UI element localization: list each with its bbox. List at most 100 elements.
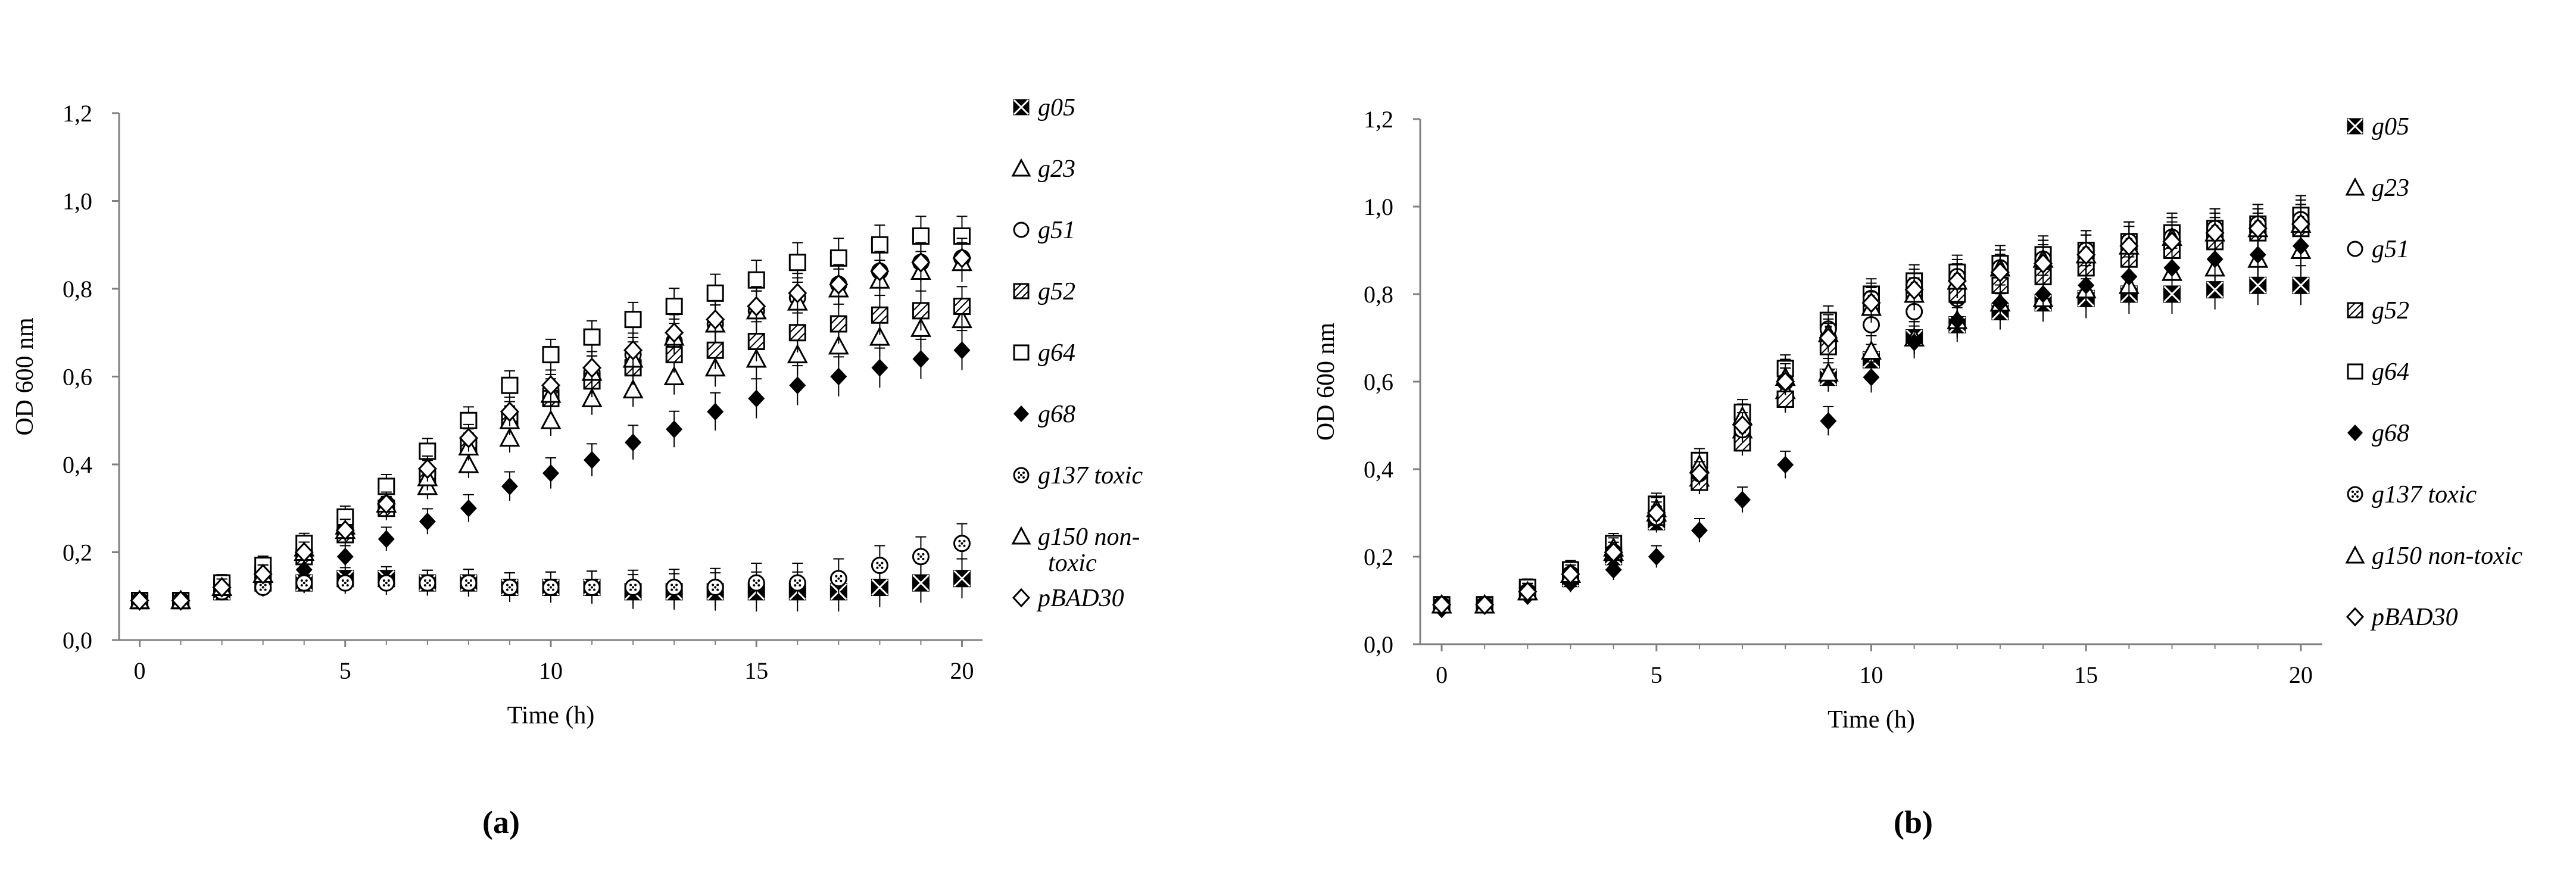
x-tick-label: 10	[1860, 661, 1883, 688]
data-point-pbad30	[829, 274, 849, 295]
data-point-g137-toxic	[788, 574, 806, 592]
data-point-g68	[2292, 237, 2309, 255]
data-point-g137-toxic	[460, 574, 478, 592]
data-point-g137-toxic	[501, 579, 519, 596]
series-g137-toxic	[1433, 199, 2310, 614]
legend-marker-g23	[2345, 177, 2365, 196]
data-point-g68	[1863, 368, 1880, 386]
legend-marker-g64	[1013, 344, 1030, 361]
data-point-g23	[1817, 362, 1839, 382]
legend-label: g23	[2372, 174, 2409, 202]
data-point-pbad30	[582, 357, 602, 378]
data-point-g52	[747, 333, 765, 350]
y-tick-label: 0,0	[63, 627, 92, 654]
legend-marker-g23	[1011, 158, 1031, 177]
data-point-pbad30	[1904, 279, 1924, 300]
data-point-g52	[871, 306, 888, 324]
data-point-g68	[953, 341, 971, 360]
y-tick-label: 1,0	[1364, 193, 1393, 220]
legend-label: g05	[1038, 94, 1075, 121]
data-point-g05	[2163, 285, 2181, 303]
legend-label: g150 non-	[1038, 523, 1140, 551]
data-point-g137-toxic	[665, 579, 683, 596]
panel-label-b: (b)	[1894, 804, 1933, 840]
data-point-g23	[663, 366, 685, 385]
data-point-g52	[953, 298, 971, 315]
data-point-pbad30	[1733, 415, 1752, 436]
data-point-g68	[501, 477, 518, 495]
data-point-pbad30	[1432, 594, 1452, 616]
data-point-g52	[829, 315, 847, 333]
legend-label: g137 toxic	[2372, 481, 2477, 508]
data-point-g05	[953, 570, 971, 588]
y-tick-label: 0,2	[1364, 544, 1393, 570]
data-point-g68	[1777, 455, 1794, 474]
legend-label: pBAD30	[2370, 604, 2458, 631]
y-tick-label: 1,2	[63, 100, 92, 127]
legend: g05 g23 g51 g52 g64 g68 g137 toxic g150 non-tox…	[1011, 94, 1143, 612]
data-point-g68	[1691, 521, 1708, 539]
data-point-g64	[583, 328, 601, 346]
data-point-pbad30	[623, 340, 643, 361]
y-tick-label: 1,0	[63, 188, 92, 215]
data-point-g68	[748, 389, 765, 408]
data-point-pbad30	[171, 590, 191, 611]
legend-marker-g137-toxic	[1013, 467, 1030, 483]
data-point-pbad30	[212, 577, 232, 598]
data-point-pbad30	[2119, 235, 2139, 257]
data-point-g137-toxic	[912, 548, 930, 566]
legend-marker-g68	[2347, 425, 2363, 441]
y-tick-label: 1,2	[1364, 106, 1393, 133]
chart-panel-a: 0,0 0,2 0,4 0,6 0,8 1,0 1,2 0 5 10 15 20 Time (h) OD …	[11, 94, 1143, 729]
data-point-pbad30	[2291, 214, 2310, 235]
legend-label: g150 non-toxic	[2372, 542, 2522, 570]
data-point-pbad30	[253, 564, 273, 585]
data-point-g137-toxic	[542, 579, 560, 596]
data-point-g137-toxic	[829, 570, 847, 588]
legend-marker-pbad30	[1012, 588, 1031, 608]
data-point-g64	[829, 249, 847, 267]
data-point-g68	[830, 367, 847, 386]
data-point-g68	[419, 512, 436, 530]
y-tick-label: 0,0	[1364, 631, 1393, 658]
data-point-pbad30	[2034, 253, 2053, 274]
legend-marker-g05	[1013, 99, 1030, 116]
data-point-g64	[706, 284, 724, 302]
data-point-pbad30	[294, 542, 314, 563]
data-point-g05	[2249, 276, 2267, 294]
data-point-g64	[501, 376, 519, 394]
data-point-g68	[378, 530, 395, 548]
data-point-g68	[912, 350, 930, 368]
data-point-pbad30	[788, 283, 807, 304]
data-point-g23	[581, 388, 603, 407]
data-point-pbad30	[130, 590, 149, 611]
data-point-g137-toxic	[336, 574, 354, 592]
data-point-g64	[788, 254, 806, 271]
data-point-pbad30	[870, 261, 890, 282]
data-point-g23	[540, 410, 562, 429]
data-point-pbad30	[335, 520, 355, 541]
data-point-g137-toxic	[254, 579, 272, 596]
data-point-pbad30	[747, 296, 766, 317]
legend-marker-g68	[1013, 405, 1029, 422]
x-tick-label: 0	[134, 657, 146, 684]
data-point-g68	[2206, 250, 2223, 269]
data-point-g23	[458, 453, 479, 473]
data-point-g68	[2249, 245, 2266, 264]
legend-label: g05	[2372, 113, 2409, 141]
data-point-g64	[912, 227, 930, 245]
data-point-pbad30	[1689, 463, 1709, 484]
data-point-pbad30	[1604, 542, 1623, 563]
legend-label: g64	[1038, 339, 1075, 367]
x-tick-label: 20	[950, 657, 974, 684]
data-point-g52	[788, 324, 806, 342]
data-point-pbad30	[665, 322, 684, 343]
data-point-pbad30	[1646, 503, 1666, 523]
data-point-g68	[1734, 491, 1751, 509]
data-point-g23	[1860, 340, 1882, 360]
data-point-pbad30	[911, 252, 931, 273]
data-point-g68	[460, 499, 477, 517]
y-tick-label: 0,6	[63, 364, 92, 391]
data-point-pbad30	[541, 375, 561, 396]
data-point-pbad30	[1990, 262, 2010, 283]
